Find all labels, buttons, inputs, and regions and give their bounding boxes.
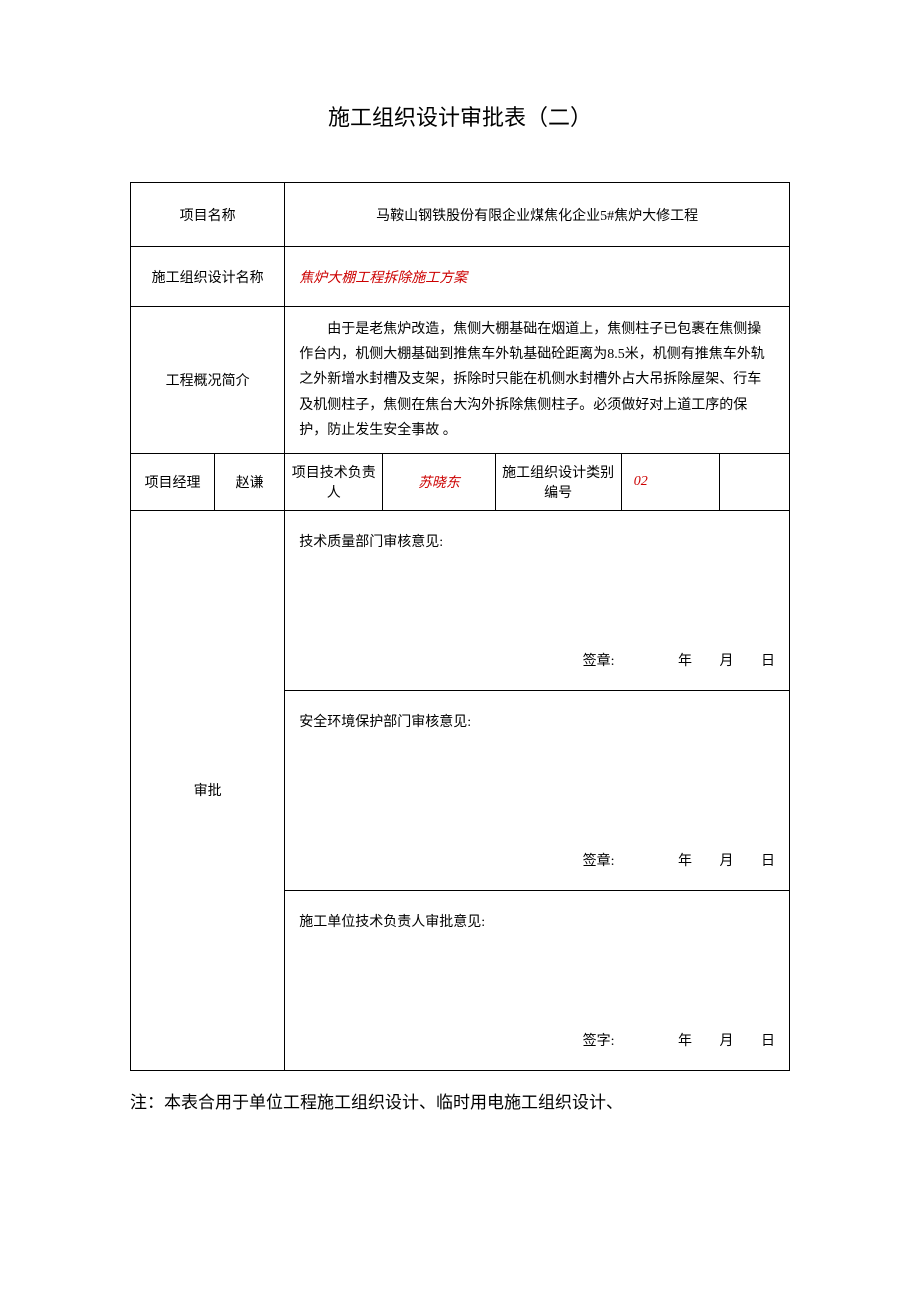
sign-line-1: 签章: 年 月 日 bbox=[583, 650, 775, 670]
approval-title-3: 施工单位技术负责人审批意见: bbox=[299, 911, 775, 931]
label-tech-lead: 项目技术负责人 bbox=[285, 453, 383, 510]
empty-cell bbox=[719, 453, 789, 510]
value-project-name: 马鞍山钢铁股份有限企业煤焦化企业5#焦炉大修工程 bbox=[285, 183, 790, 247]
approval-section-3: 施工单位技术负责人审批意见: 签字: 年 月 日 bbox=[285, 890, 790, 1070]
label-class-number: 施工组织设计类别编号 bbox=[495, 453, 621, 510]
sign-line-2: 签章: 年 月 日 bbox=[583, 850, 775, 870]
value-tech-lead: 苏晓东 bbox=[383, 453, 495, 510]
label-approval: 审批 bbox=[131, 510, 285, 1070]
approval-table: 项目名称 马鞍山钢铁股份有限企业煤焦化企业5#焦炉大修工程 施工组织设计名称 焦… bbox=[130, 182, 790, 1071]
value-class-number: 02 bbox=[621, 453, 719, 510]
footnote: 注：本表合用于单位工程施工组织设计、临时用电施工组织设计、 bbox=[130, 1089, 790, 1116]
label-project-name: 项目名称 bbox=[131, 183, 285, 247]
approval-title-1: 技术质量部门审核意见: bbox=[299, 531, 775, 551]
label-overview: 工程概况简介 bbox=[131, 307, 285, 454]
label-design-name: 施工组织设计名称 bbox=[131, 247, 285, 307]
page-title: 施工组织设计审批表（二） bbox=[130, 100, 790, 132]
sign-line-3: 签字: 年 月 日 bbox=[583, 1030, 775, 1050]
approval-section-1: 技术质量部门审核意见: 签章: 年 月 日 bbox=[285, 510, 790, 690]
label-manager: 项目经理 bbox=[131, 453, 215, 510]
value-design-name: 焦炉大棚工程拆除施工方案 bbox=[285, 247, 790, 307]
approval-section-2: 安全环境保护部门审核意见: 签章: 年 月 日 bbox=[285, 690, 790, 890]
value-manager: 赵谦 bbox=[215, 453, 285, 510]
value-overview: 由于是老焦炉改造，焦侧大棚基础在烟道上，焦侧柱子已包裹在焦侧操作台内，机侧大棚基… bbox=[285, 307, 790, 454]
approval-title-2: 安全环境保护部门审核意见: bbox=[299, 711, 775, 731]
